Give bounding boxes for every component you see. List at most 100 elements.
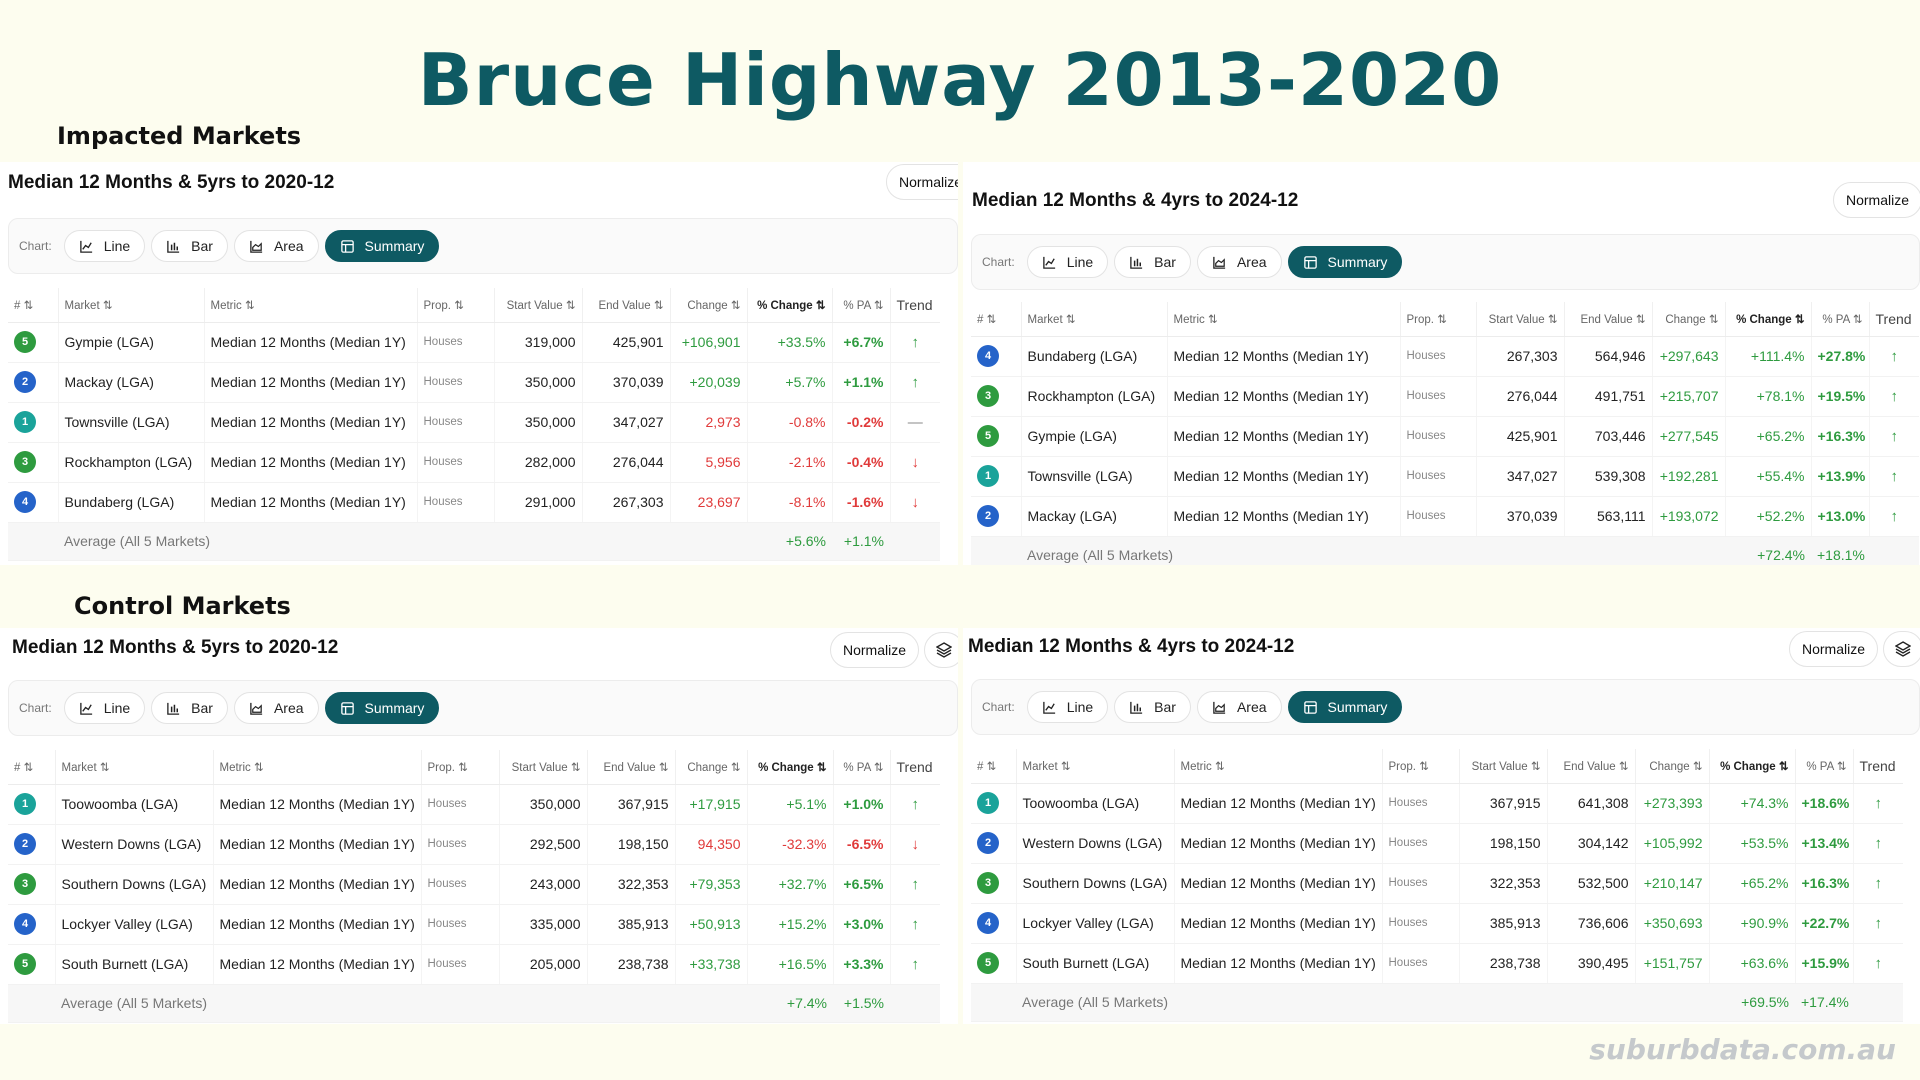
market-cell[interactable]: Rockhampton (LGA) [58, 442, 205, 483]
chart-line-button[interactable]: Line [63, 692, 146, 724]
column-header-pa[interactable]: % PA ⇅ [1795, 749, 1854, 784]
column-header-market[interactable]: Market ⇅ [1021, 302, 1168, 337]
table-row[interactable]: 5 Gympie (LGA) Median 12 Months (Median … [971, 416, 1919, 457]
market-cell[interactable]: Southern Downs (LGA) [1016, 863, 1175, 904]
chart-bar-button[interactable]: Bar [151, 692, 228, 724]
table-row[interactable]: 5 South Burnett (LGA) Median 12 Months (… [971, 943, 1903, 984]
table-row[interactable]: 2 Western Downs (LGA) Median 12 Months (… [971, 823, 1903, 864]
sort-icon[interactable]: ⇅ [99, 761, 110, 774]
sort-icon[interactable]: ⇅ [565, 299, 576, 312]
sort-icon[interactable]: ⇅ [1635, 313, 1646, 326]
sort-icon[interactable]: ⇅ [1794, 313, 1805, 326]
market-cell[interactable]: Mackay (LGA) [1021, 496, 1168, 537]
column-header-trend[interactable]: Trend [890, 288, 940, 323]
column-header-pa[interactable]: % PA ⇅ [832, 288, 891, 323]
sort-icon[interactable]: ⇅ [254, 761, 264, 774]
chart-area-button[interactable]: Area [1196, 246, 1282, 278]
sort-icon[interactable]: ⇅ [102, 299, 113, 312]
column-header-change[interactable]: Change ⇅ [1635, 749, 1710, 784]
table-row[interactable]: 4 Bundaberg (LGA) Median 12 Months (Medi… [8, 482, 940, 523]
sort-icon[interactable]: ⇅ [1547, 313, 1558, 326]
normalize-button[interactable]: Normalize [1789, 631, 1879, 667]
column-header-metric[interactable]: Metric ⇅ [1174, 749, 1383, 784]
column-header-end[interactable]: End Value ⇅ [587, 750, 676, 785]
market-cell[interactable]: Gympie (LGA) [58, 322, 205, 363]
table-row[interactable]: 4 Lockyer Valley (LGA) Median 12 Months … [8, 904, 940, 945]
chart-summary-button[interactable]: Summary [324, 692, 440, 724]
column-header-metric[interactable]: Metric ⇅ [213, 750, 422, 785]
chart-bar-button[interactable]: Bar [1114, 246, 1191, 278]
sort-icon[interactable]: ⇅ [1437, 313, 1447, 326]
table-row[interactable]: 1 Toowoomba (LGA) Median 12 Months (Medi… [971, 783, 1903, 824]
table-row[interactable]: 3 Rockhampton (LGA) Median 12 Months (Me… [971, 376, 1919, 417]
sort-icon[interactable]: ⇅ [873, 761, 884, 774]
chart-area-button[interactable]: Area [233, 230, 319, 262]
sort-icon[interactable]: ⇅ [658, 761, 669, 774]
column-header-start[interactable]: Start Value ⇅ [1476, 302, 1565, 337]
sort-icon[interactable]: ⇅ [1060, 760, 1071, 773]
chart-line-button[interactable]: Line [1026, 246, 1109, 278]
market-cell[interactable]: Lockyer Valley (LGA) [1016, 903, 1175, 944]
table-row[interactable]: 1 Townsville (LGA) Median 12 Months (Med… [8, 402, 940, 443]
column-header-metric[interactable]: Metric ⇅ [204, 288, 418, 323]
column-header-rank[interactable]: # ⇅ [8, 288, 59, 323]
sort-icon[interactable]: ⇅ [986, 760, 997, 773]
column-header-trend[interactable]: Trend [1869, 302, 1919, 337]
column-header-rank[interactable]: # ⇅ [971, 302, 1022, 337]
column-header-start[interactable]: Start Value ⇅ [499, 750, 588, 785]
sort-icon[interactable]: ⇅ [730, 299, 741, 312]
market-cell[interactable]: Southern Downs (LGA) [55, 864, 214, 905]
table-row[interactable]: 3 Southern Downs (LGA) Median 12 Months … [8, 864, 940, 905]
column-header-market[interactable]: Market ⇅ [58, 288, 205, 323]
sort-icon[interactable]: ⇅ [1065, 313, 1076, 326]
sort-icon[interactable]: ⇅ [458, 761, 468, 774]
chart-bar-button[interactable]: Bar [1114, 691, 1191, 723]
table-row[interactable]: 2 Western Downs (LGA) Median 12 Months (… [8, 824, 940, 865]
column-header-prop[interactable]: Prop. ⇅ [421, 750, 500, 785]
sort-icon[interactable]: ⇅ [1419, 760, 1429, 773]
market-cell[interactable]: Western Downs (LGA) [1016, 823, 1175, 864]
sort-icon[interactable]: ⇅ [245, 299, 255, 312]
market-cell[interactable]: South Burnett (LGA) [55, 944, 214, 985]
sort-icon[interactable]: ⇅ [23, 761, 34, 774]
sort-icon[interactable]: ⇅ [816, 761, 827, 774]
sort-icon[interactable]: ⇅ [1708, 313, 1719, 326]
chart-line-button[interactable]: Line [63, 230, 146, 262]
normalize-button[interactable]: Normalize [886, 164, 958, 200]
layers-button[interactable] [1883, 631, 1920, 667]
market-cell[interactable]: Townsville (LGA) [1021, 456, 1168, 497]
sort-icon[interactable]: ⇅ [1692, 760, 1703, 773]
sort-icon[interactable]: ⇅ [570, 761, 581, 774]
column-header-change[interactable]: Change ⇅ [1652, 302, 1726, 337]
sort-icon[interactable]: ⇅ [1852, 313, 1863, 326]
market-cell[interactable]: Bundaberg (LGA) [1021, 336, 1168, 377]
table-row[interactable]: 2 Mackay (LGA) Median 12 Months (Median … [971, 496, 1919, 537]
table-row[interactable]: 5 South Burnett (LGA) Median 12 Months (… [8, 944, 940, 985]
market-cell[interactable]: Gympie (LGA) [1021, 416, 1168, 457]
market-cell[interactable]: Rockhampton (LGA) [1021, 376, 1168, 417]
column-header-prop[interactable]: Prop. ⇅ [1382, 749, 1460, 784]
table-row[interactable]: 1 Toowoomba (LGA) Median 12 Months (Medi… [8, 784, 940, 825]
sort-icon[interactable]: ⇅ [1618, 760, 1629, 773]
market-cell[interactable]: Toowoomba (LGA) [1016, 783, 1175, 824]
chart-summary-button[interactable]: Summary [1287, 691, 1403, 723]
column-header-end[interactable]: End Value ⇅ [582, 288, 671, 323]
column-header-change[interactable]: Change ⇅ [670, 288, 748, 323]
chart-summary-button[interactable]: Summary [1287, 246, 1403, 278]
sort-icon[interactable]: ⇅ [730, 761, 741, 774]
sort-icon[interactable]: ⇅ [23, 299, 34, 312]
column-header-start[interactable]: Start Value ⇅ [1459, 749, 1548, 784]
column-header-market[interactable]: Market ⇅ [55, 750, 214, 785]
column-header-metric[interactable]: Metric ⇅ [1167, 302, 1401, 337]
chart-area-button[interactable]: Area [1196, 691, 1282, 723]
table-row[interactable]: 4 Bundaberg (LGA) Median 12 Months (Medi… [971, 336, 1919, 377]
table-row[interactable]: 5 Gympie (LGA) Median 12 Months (Median … [8, 322, 940, 363]
sort-icon[interactable]: ⇅ [1215, 760, 1225, 773]
column-header-trend[interactable]: Trend [890, 750, 940, 785]
column-header-end[interactable]: End Value ⇅ [1547, 749, 1636, 784]
column-header-pa[interactable]: % PA ⇅ [1811, 302, 1870, 337]
sort-icon[interactable]: ⇅ [1836, 760, 1847, 773]
chart-bar-button[interactable]: Bar [151, 230, 228, 262]
market-cell[interactable]: South Burnett (LGA) [1016, 943, 1175, 984]
market-cell[interactable]: Lockyer Valley (LGA) [55, 904, 214, 945]
